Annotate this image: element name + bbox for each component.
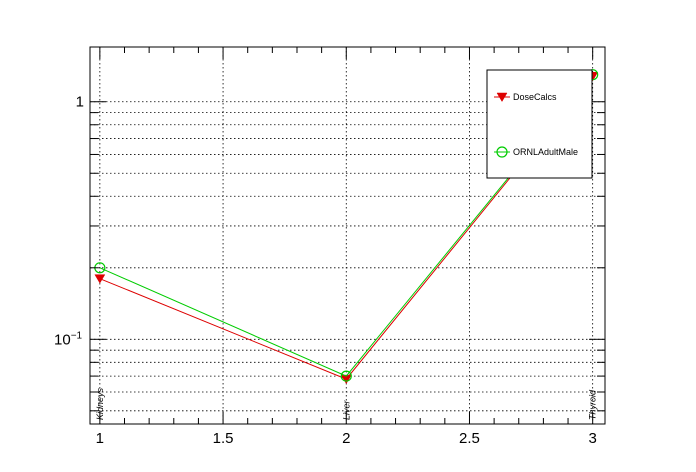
data-point bbox=[94, 274, 106, 284]
legend-label: DoseCalcs bbox=[513, 92, 557, 102]
y-tick-label: 1 bbox=[76, 94, 84, 111]
category-label: Liver bbox=[341, 399, 351, 420]
legend-triangle-marker bbox=[496, 92, 508, 102]
legend-label: ORNLAdultMale bbox=[513, 147, 578, 157]
legend-circle-marker bbox=[496, 146, 508, 158]
plot-frame bbox=[89, 46, 606, 425]
legend: DoseCalcs ORNLAdultMale bbox=[486, 69, 593, 179]
x-tick-label: 1.5 bbox=[213, 430, 234, 447]
category-label: Thyroid bbox=[588, 389, 598, 420]
legend-box bbox=[486, 69, 593, 179]
x-tick-label: 2.5 bbox=[459, 430, 480, 447]
data-point bbox=[340, 374, 352, 385]
x-tick-label: 3 bbox=[589, 430, 597, 447]
x-tick-label: 1 bbox=[96, 430, 104, 447]
y-tick-label: 10−1 bbox=[54, 330, 83, 348]
axis-labels: 1 1.5 2 2.5 3 10−1 1 Kidneys Liver Thyroid bbox=[54, 94, 598, 447]
axis-ticks bbox=[90, 47, 605, 424]
data-point bbox=[340, 370, 352, 382]
category-label: Kidneys bbox=[95, 387, 105, 420]
x-tick-label: 2 bbox=[342, 430, 350, 447]
